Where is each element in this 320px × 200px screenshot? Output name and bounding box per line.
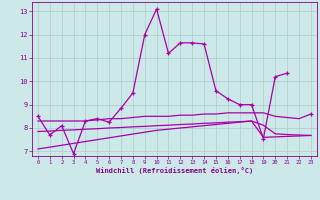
X-axis label: Windchill (Refroidissement éolien,°C): Windchill (Refroidissement éolien,°C) bbox=[96, 167, 253, 174]
